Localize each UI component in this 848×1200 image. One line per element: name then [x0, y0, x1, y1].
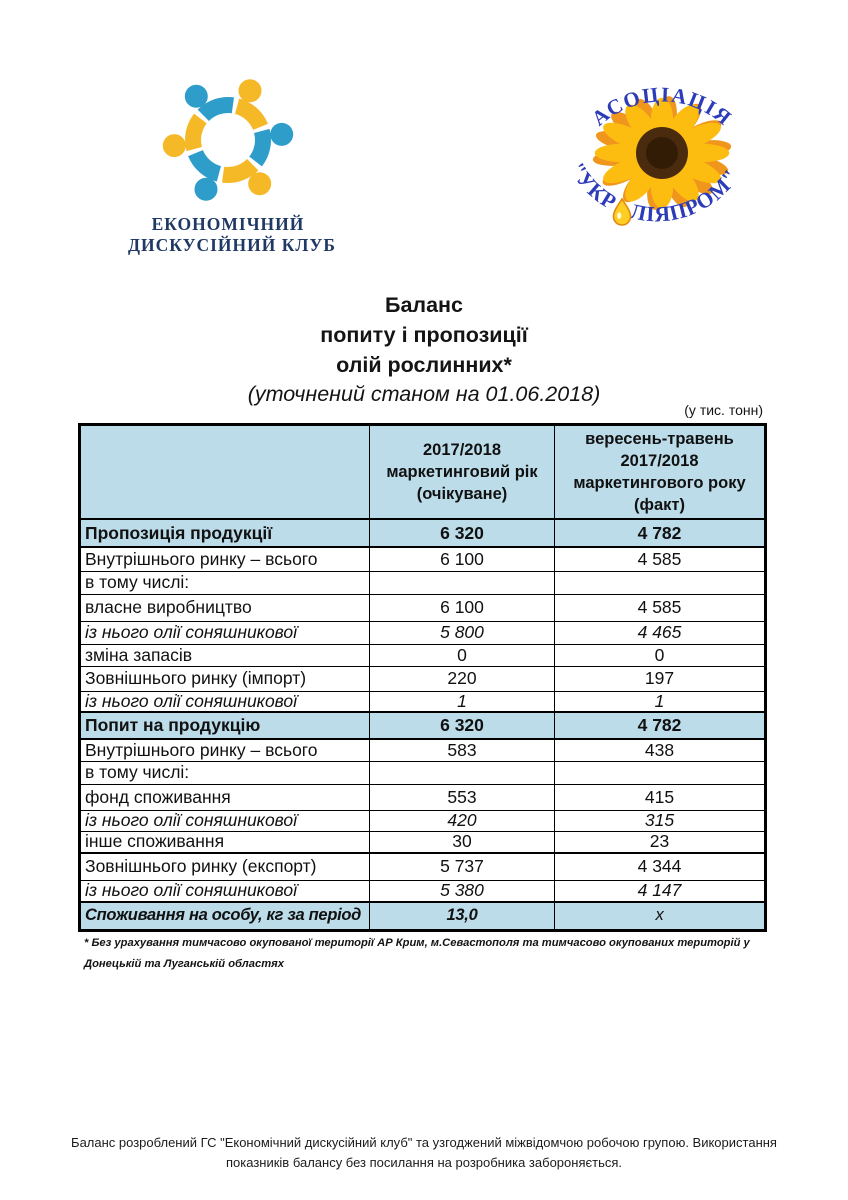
- row-label: зміна запасів: [79, 643, 370, 667]
- table-row: із нього олії соняшникової 1 1: [79, 690, 766, 713]
- value-cell: 4 782: [554, 518, 766, 548]
- row-label: Зовнішнього ринку (імпорт): [79, 665, 370, 692]
- value-cell: 438: [554, 738, 766, 762]
- club-name-line2: ДИСКУСІЙНИЙ КЛУБ: [128, 234, 336, 255]
- title-subtitle: (уточнений станом на 01.06.2018): [247, 382, 601, 406]
- row-label: власне виробництво: [79, 593, 370, 622]
- value-cell: 6 100: [369, 593, 555, 622]
- footer-note: Баланс розроблений ГС "Економічний диску…: [71, 1135, 777, 1170]
- value-cell: 13,0: [369, 901, 555, 931]
- table-row: Зовнішнього ринку (імпорт) 220 197: [79, 665, 766, 692]
- sunflower-flower: [592, 96, 732, 210]
- table-row: в тому числі:: [79, 570, 766, 595]
- table-row: Споживання на особу, кг за період 13,0 x: [79, 901, 766, 931]
- row-label: Попит на продукцію: [79, 711, 370, 740]
- row-label: інше споживання: [79, 830, 370, 854]
- header-cell-fact: вересень-травень 2017/2018 маркетинговог…: [554, 424, 766, 520]
- row-label: Пропозиція продукції: [79, 518, 370, 548]
- title-block: Баланс попиту і пропозиції олій рослинни…: [0, 290, 848, 409]
- value-cell: 5 380: [369, 879, 555, 903]
- table-row: Внутрішнього ринку – всього 583 438: [79, 738, 766, 762]
- value-cell: 0: [554, 643, 766, 667]
- row-label: Споживання на особу, кг за період: [79, 901, 370, 931]
- value-cell: 23: [554, 830, 766, 854]
- value-cell: [554, 570, 766, 595]
- header-cell-expected: 2017/2018 маркетинговий рік (очікуване): [369, 424, 555, 520]
- table-header-row: 2017/2018 маркетинговий рік (очікуване) …: [79, 424, 766, 520]
- club-name-line1: ЕКОНОМІЧНИЙ: [151, 214, 305, 234]
- value-cell: 415: [554, 783, 766, 811]
- value-cell: 420: [369, 809, 555, 832]
- value-cell: 583: [369, 738, 555, 762]
- value-cell: 1: [554, 690, 766, 713]
- table-row: Внутрішнього ринку – всього 6 100 4 585: [79, 546, 766, 572]
- value-cell: 553: [369, 783, 555, 811]
- oil-drop-icon: [612, 197, 632, 226]
- sunflower-icon: АСОЦІАЦІЯ "УКР ЛІЯПРОМ": [565, 82, 743, 226]
- table-row: власне виробництво 6 100 4 585: [79, 593, 766, 622]
- value-cell: 4 465: [554, 620, 766, 645]
- value-cell: x: [554, 901, 766, 931]
- row-label: Зовнішнього ринку (експорт): [79, 852, 370, 881]
- row-label: в тому числі:: [79, 570, 370, 595]
- row-label: Внутрішнього ринку – всього: [79, 546, 370, 572]
- value-cell: 6 100: [369, 546, 555, 572]
- row-label: із нього олії соняшникової: [79, 809, 370, 832]
- value-cell: 0: [369, 643, 555, 667]
- association-logo: АСОЦІАЦІЯ "УКР ЛІЯПРОМ": [550, 52, 780, 247]
- row-label: в тому числі:: [79, 760, 370, 785]
- units-note: (у тис. тонн): [684, 402, 763, 418]
- table-row: Пропозиція продукції 6 320 4 782: [79, 518, 766, 548]
- table-row: фонд споживання 553 415: [79, 783, 766, 811]
- table-row: Зовнішнього ринку (експорт) 5 737 4 344: [79, 852, 766, 881]
- value-cell: [369, 570, 555, 595]
- row-label: фонд споживання: [79, 783, 370, 811]
- row-label: із нього олії соняшникової: [79, 879, 370, 903]
- club-logo: ЕКОНОМІЧНИЙ ДИСКУСІЙНИЙ КЛУБ: [128, 66, 336, 255]
- value-cell: 4 585: [554, 593, 766, 622]
- value-cell: 6 320: [369, 518, 555, 548]
- table-row: в тому числі:: [79, 760, 766, 785]
- value-cell: [369, 760, 555, 785]
- balance-table: 2017/2018 маркетинговий рік (очікуване) …: [78, 423, 767, 932]
- value-cell: 4 344: [554, 852, 766, 881]
- row-label: із нього олії соняшникової: [79, 690, 370, 713]
- table-row: із нього олії соняшникової 5 380 4 147: [79, 879, 766, 903]
- value-cell: 4 147: [554, 879, 766, 903]
- value-cell: 197: [554, 665, 766, 692]
- value-cell: 5 800: [369, 620, 555, 645]
- value-cell: 30: [369, 830, 555, 854]
- table-row: зміна запасів 0 0: [79, 643, 766, 667]
- header-cell-empty: [79, 424, 370, 520]
- value-cell: 315: [554, 809, 766, 832]
- title-line3: олій рослинних*: [336, 353, 512, 377]
- table-row: із нього олії соняшникової 5 800 4 465: [79, 620, 766, 645]
- value-cell: 4 585: [554, 546, 766, 572]
- value-cell: 6 320: [369, 711, 555, 740]
- table-row: інше споживання 30 23: [79, 830, 766, 854]
- value-cell: 5 737: [369, 852, 555, 881]
- value-cell: 4 782: [554, 711, 766, 740]
- value-cell: 1: [369, 690, 555, 713]
- people-circle-swirl-icon: [162, 79, 294, 201]
- row-label: із нього олії соняшникової: [79, 620, 370, 645]
- pinwheel-figures: [162, 79, 294, 201]
- footnote: * Без урахування тимчасово окупованої те…: [84, 937, 750, 970]
- value-cell: 220: [369, 665, 555, 692]
- table-row: із нього олії соняшникової 420 315: [79, 809, 766, 832]
- sunflower-disc: [636, 127, 688, 179]
- table-row: Попит на продукцію 6 320 4 782: [79, 711, 766, 740]
- title-line2: попиту і пропозиції: [320, 323, 528, 347]
- value-cell: [554, 760, 766, 785]
- title-line1: Баланс: [385, 293, 463, 317]
- row-label: Внутрішнього ринку – всього: [79, 738, 370, 762]
